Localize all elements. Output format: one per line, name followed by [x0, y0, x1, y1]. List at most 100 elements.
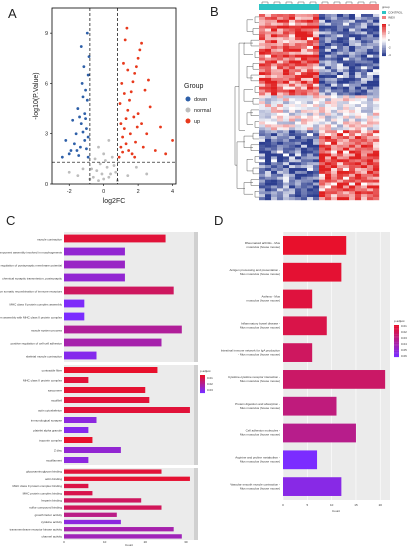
heat-cell [343, 144, 350, 148]
heat-cell [295, 22, 302, 26]
heat-cell [271, 115, 278, 119]
volcano-legend-title: Group [184, 83, 204, 90]
heat-cell [367, 77, 374, 82]
heat-cell [295, 144, 302, 148]
y-tick-label: 9 [45, 31, 48, 37]
heat-cell [373, 72, 380, 76]
heat-cell [265, 45, 272, 50]
heat-cell [307, 191, 314, 195]
heat-cell [373, 40, 380, 44]
heat-cell [337, 115, 344, 119]
kegg-term-label-4-cont: - Mus musculus (house mouse) [238, 352, 280, 356]
heat-cell [265, 159, 272, 163]
heat-cell [319, 14, 326, 18]
heat-cell [325, 19, 332, 23]
heat-cell [355, 194, 362, 198]
heat-cell [325, 194, 332, 198]
heat-cell [355, 43, 362, 47]
heat-cell [307, 136, 314, 140]
heat-cell [307, 57, 314, 61]
heat-cell [313, 28, 320, 32]
heat-cell [367, 185, 374, 189]
heat-cell [343, 179, 350, 183]
heat-cell [259, 179, 266, 183]
heat-cell [343, 51, 350, 55]
heat-cell [259, 22, 266, 26]
heat-cell [349, 51, 356, 55]
heat-cell [343, 54, 350, 58]
heat-cell [295, 121, 302, 125]
heat-cell [343, 182, 350, 186]
heat-cell [367, 115, 374, 119]
heat-cell [307, 80, 314, 84]
scale-step [382, 54, 386, 57]
heat-cell [277, 34, 284, 38]
heat-cell [265, 34, 272, 38]
heat-cell [373, 75, 380, 79]
heat-cell [373, 25, 380, 29]
heat-cell [283, 138, 290, 143]
heat-cell [301, 45, 308, 50]
heat-cell [301, 121, 308, 125]
heat-cell [289, 75, 296, 79]
heat-cell [337, 19, 344, 23]
heat-cell [271, 34, 278, 38]
go-facet-strip-MF [194, 468, 198, 540]
heat-cell [331, 22, 338, 26]
heat-cell [289, 89, 296, 93]
heat-cell [325, 179, 332, 183]
heat-cell [259, 25, 266, 29]
down-point-1 [85, 147, 88, 151]
heat-cell [319, 72, 326, 76]
heat-cell [289, 188, 296, 192]
heat-cell [295, 124, 302, 128]
heat-cell [373, 147, 380, 151]
heat-cell [259, 28, 266, 32]
heat-cell [331, 165, 338, 169]
heat-cell [271, 130, 278, 134]
heat-cell [283, 86, 290, 90]
heat-cell [373, 191, 380, 195]
heat-cell [301, 89, 308, 93]
kegg-term-label-2-cont: musculus (house mouse) [246, 299, 280, 303]
heat-cell [373, 80, 380, 84]
heat-cell [301, 98, 308, 102]
heat-cell [373, 63, 380, 67]
volcano-x-ticks: -2 0 2 4 [67, 184, 174, 195]
go-legend-step [200, 381, 205, 383]
kegg-legend-step [394, 341, 399, 343]
heat-cell [307, 31, 314, 35]
go-term-label-MF-0: glycosaminoglycan binding [26, 470, 62, 474]
heat-cell [373, 176, 380, 180]
heat-cell [307, 170, 314, 175]
heatmap-legend-title: group [382, 5, 390, 9]
heat-cell [301, 115, 308, 119]
heat-cell [367, 118, 374, 122]
heat-cell [313, 153, 320, 157]
heat-cell [313, 138, 320, 143]
heat-cell [289, 66, 296, 70]
heat-cell [361, 75, 368, 79]
heat-cell [265, 136, 272, 140]
heat-cell [271, 156, 278, 160]
heat-cell [265, 60, 272, 64]
heat-cell [355, 95, 362, 99]
up-point-36 [122, 92, 126, 95]
kegg-bar-4 [283, 343, 313, 362]
scale-step [382, 46, 386, 49]
go-bar-BP-7 [64, 325, 182, 334]
heat-cell [349, 40, 356, 44]
heat-cell [271, 144, 278, 148]
heat-cell [295, 104, 302, 108]
kegg-term-label-9: Vascular smooth muscle contraction - [230, 482, 280, 486]
group-legend-label-CONTROL: CONTROL [388, 11, 403, 15]
up-point-28 [153, 149, 157, 152]
panel-label-c: C [6, 213, 15, 228]
heat-cell [319, 83, 326, 87]
heat-cell [289, 22, 296, 26]
heat-cell [373, 92, 380, 96]
up-point-21 [130, 152, 134, 156]
heat-cell [331, 153, 338, 157]
heat-cell [295, 159, 302, 163]
heat-cell [289, 130, 296, 134]
